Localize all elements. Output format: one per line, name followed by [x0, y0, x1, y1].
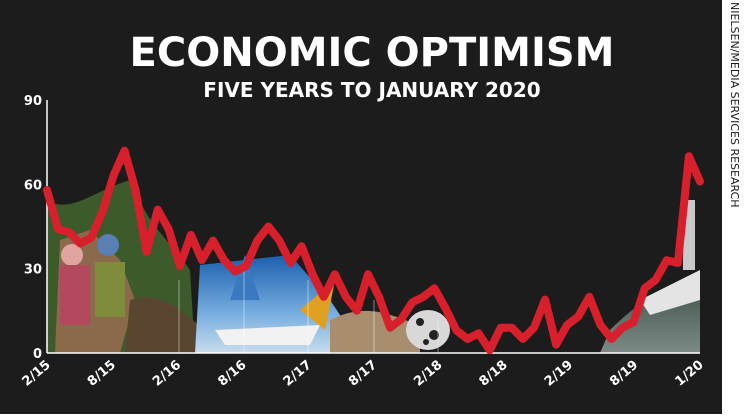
source-credit: NIELSEN/MEDIA SERVICES RESEARCH [728, 2, 741, 208]
y-tick-label: 30 [24, 263, 42, 278]
x-gridlines [178, 270, 439, 353]
y-tick-label: 60 [24, 178, 42, 193]
series-layer [43, 146, 704, 355]
y-tick-label: 90 [24, 94, 42, 109]
chart-title: ECONOMIC OPTIMISM [130, 30, 615, 76]
y-tick-label: 0 [33, 347, 42, 362]
source-strip [722, 0, 750, 414]
chart-subtitle: FIVE YEARS TO JANUARY 2020 [203, 78, 540, 102]
y-tick-labels: 0 30 60 90 [24, 94, 42, 362]
series-line [43, 146, 704, 355]
